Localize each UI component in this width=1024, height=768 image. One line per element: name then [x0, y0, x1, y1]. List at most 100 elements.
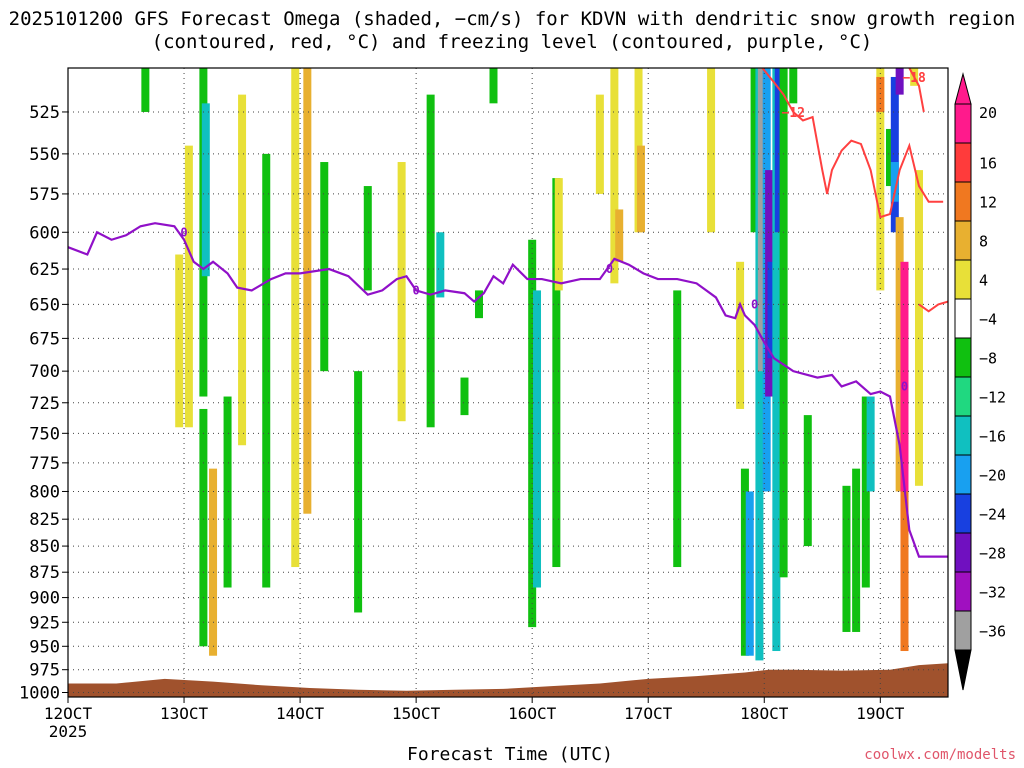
omega-region-60	[914, 170, 923, 486]
plot-frame	[67, 67, 949, 698]
y-tick-label-1: 550	[29, 145, 60, 165]
omega-region-34	[745, 491, 754, 656]
omega-region-20	[489, 68, 498, 104]
omega-region-24	[554, 178, 563, 291]
colorbar-segment-3	[954, 220, 972, 261]
omega-region-49	[866, 396, 875, 492]
omega-region-42	[774, 68, 783, 233]
y-tick-label-7: 700	[29, 362, 60, 382]
colorbar-label-13: −36	[979, 623, 1006, 641]
colorbar-segment-8	[954, 415, 972, 456]
freezing-level-label-4: 0	[901, 379, 908, 393]
dendritic-contour-0	[761, 68, 944, 219]
omega-region-55	[895, 68, 904, 95]
y-tick-label-3: 600	[29, 223, 60, 243]
freezing-level-label-2: 0	[606, 262, 613, 276]
y-tick-label-19: 1000	[19, 684, 60, 704]
colorbar-label-10: −24	[979, 506, 1006, 524]
y-tick-label-13: 850	[29, 537, 60, 557]
omega-region-50	[876, 68, 885, 291]
colorbar-label-2: 12	[979, 194, 997, 212]
omega-region-26	[610, 68, 619, 284]
omega-region-46	[842, 485, 851, 632]
terrain-fill	[68, 663, 948, 697]
y-tick-label-9: 750	[29, 424, 60, 444]
y-tick-label-16: 925	[29, 613, 60, 633]
colorbar-label-6: −8	[979, 350, 997, 368]
omega-region-16	[426, 94, 435, 428]
omega-region-37	[757, 68, 766, 372]
omega-region-47	[852, 468, 861, 632]
omega-region-6	[209, 468, 218, 656]
omega-region-54	[890, 162, 899, 202]
colorbar-segment-2	[954, 181, 972, 222]
omega-region-31	[707, 68, 716, 233]
colorbar-label-7: −12	[979, 389, 1006, 407]
credit-link[interactable]: coolwx.com/modelts	[864, 747, 1016, 763]
x-tick-label-0: 12OCT	[44, 704, 93, 723]
colorbar-label-8: −16	[979, 428, 1006, 446]
omega-region-2	[184, 145, 193, 428]
omega-region-45	[803, 415, 812, 547]
omega-region-27	[615, 209, 624, 262]
colorbar-segment-5	[954, 298, 972, 339]
colorbar-segment-0	[954, 103, 972, 144]
colorbar-label-3: 8	[979, 233, 988, 251]
colorbar-top-arrow	[954, 72, 972, 105]
colorbar-bottom-arrow	[954, 649, 972, 691]
omega-region-33	[740, 468, 749, 656]
y-tick-label-14: 875	[29, 563, 60, 583]
x-tick-label-4: 16OCT	[508, 704, 557, 723]
omega-region-30	[673, 290, 682, 568]
omega-region-23	[552, 178, 561, 568]
colorbar-label-0: 20	[979, 104, 997, 122]
x-axis-title: Forecast Time (UTC)	[407, 744, 613, 765]
omega-region-22	[533, 290, 542, 588]
colorbar-segment-4	[954, 259, 972, 300]
dendritic-contour-2	[918, 300, 948, 313]
x-tick-label-1: 13OCT	[160, 704, 209, 723]
omega-region-57	[900, 261, 909, 598]
colorbar-segment-10	[954, 493, 972, 534]
colorbar-segment-1	[954, 142, 972, 183]
y-tick-label-6: 675	[29, 329, 60, 349]
omega-region-5	[199, 408, 208, 647]
y-tick-label-10: 775	[29, 454, 60, 474]
y-tick-label-12: 825	[29, 510, 60, 530]
x-tick-label-6: 18OCT	[740, 704, 789, 723]
omega-region-51	[876, 76, 885, 112]
omega-region-40	[767, 261, 776, 359]
omega-region-10	[291, 68, 300, 568]
x-tick-label-7: 19OCT	[856, 704, 905, 723]
omega-region-44	[789, 68, 798, 104]
freezing-level-line	[68, 222, 948, 558]
omega-region-56	[895, 217, 904, 492]
freezing-level-label-1: 0	[413, 283, 420, 297]
y-tick-label-17: 950	[29, 637, 60, 657]
omega-region-9	[262, 153, 271, 588]
y-tick-label-11: 800	[29, 482, 60, 502]
omega-region-18	[460, 377, 469, 416]
omega-region-4	[201, 103, 210, 277]
omega-region-17	[436, 232, 445, 298]
y-tick-label-2: 575	[29, 185, 60, 205]
x-tick-label-2: 14OCT	[276, 704, 325, 723]
x-tick-label-3: 15OCT	[392, 704, 441, 723]
dendritic-contour-label-1: −18	[902, 71, 926, 86]
y-tick-label-4: 625	[29, 260, 60, 280]
colorbar-label-9: −20	[979, 467, 1006, 485]
colorbar-segment-7	[954, 376, 972, 417]
omega-region-52	[885, 128, 894, 187]
freezing-level-label-0: 0	[180, 225, 187, 239]
y-tick-label-15: 900	[29, 589, 60, 609]
omega-region-15	[397, 162, 406, 422]
colorbar-segment-13	[954, 610, 972, 651]
omega-region-43	[779, 68, 788, 578]
omega-region-11	[303, 68, 312, 514]
y-tick-label-18: 975	[29, 661, 60, 681]
omega-region-53	[890, 76, 899, 233]
colorbar-segment-6	[954, 337, 972, 378]
dendritic-contour-1	[908, 68, 925, 113]
colorbar-label-11: −28	[979, 545, 1006, 563]
